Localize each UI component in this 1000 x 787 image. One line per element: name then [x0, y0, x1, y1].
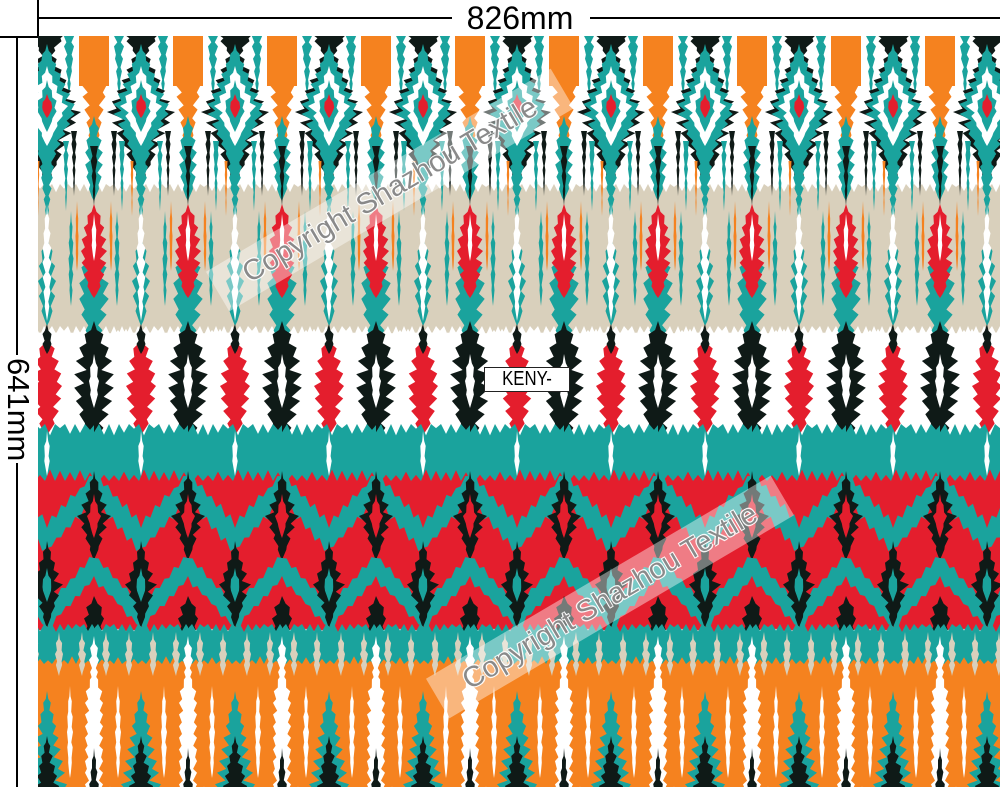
- dimension-tick-left: [0, 36, 38, 38]
- pattern-fill: [38, 36, 1000, 787]
- height-dimension-line-top: [16, 37, 18, 355]
- height-dimension-label: 641mm: [1, 358, 36, 462]
- design-code-text: KENY-606: [502, 368, 552, 390]
- height-dimension-line-bottom: [16, 463, 18, 787]
- width-dimension-line-left: [38, 17, 452, 19]
- width-dimension-label: 826mm: [466, 0, 574, 36]
- design-code-label: KENY-606: [484, 367, 570, 392]
- fabric-pattern: [38, 36, 1000, 787]
- width-dimension-line-right: [590, 17, 1000, 19]
